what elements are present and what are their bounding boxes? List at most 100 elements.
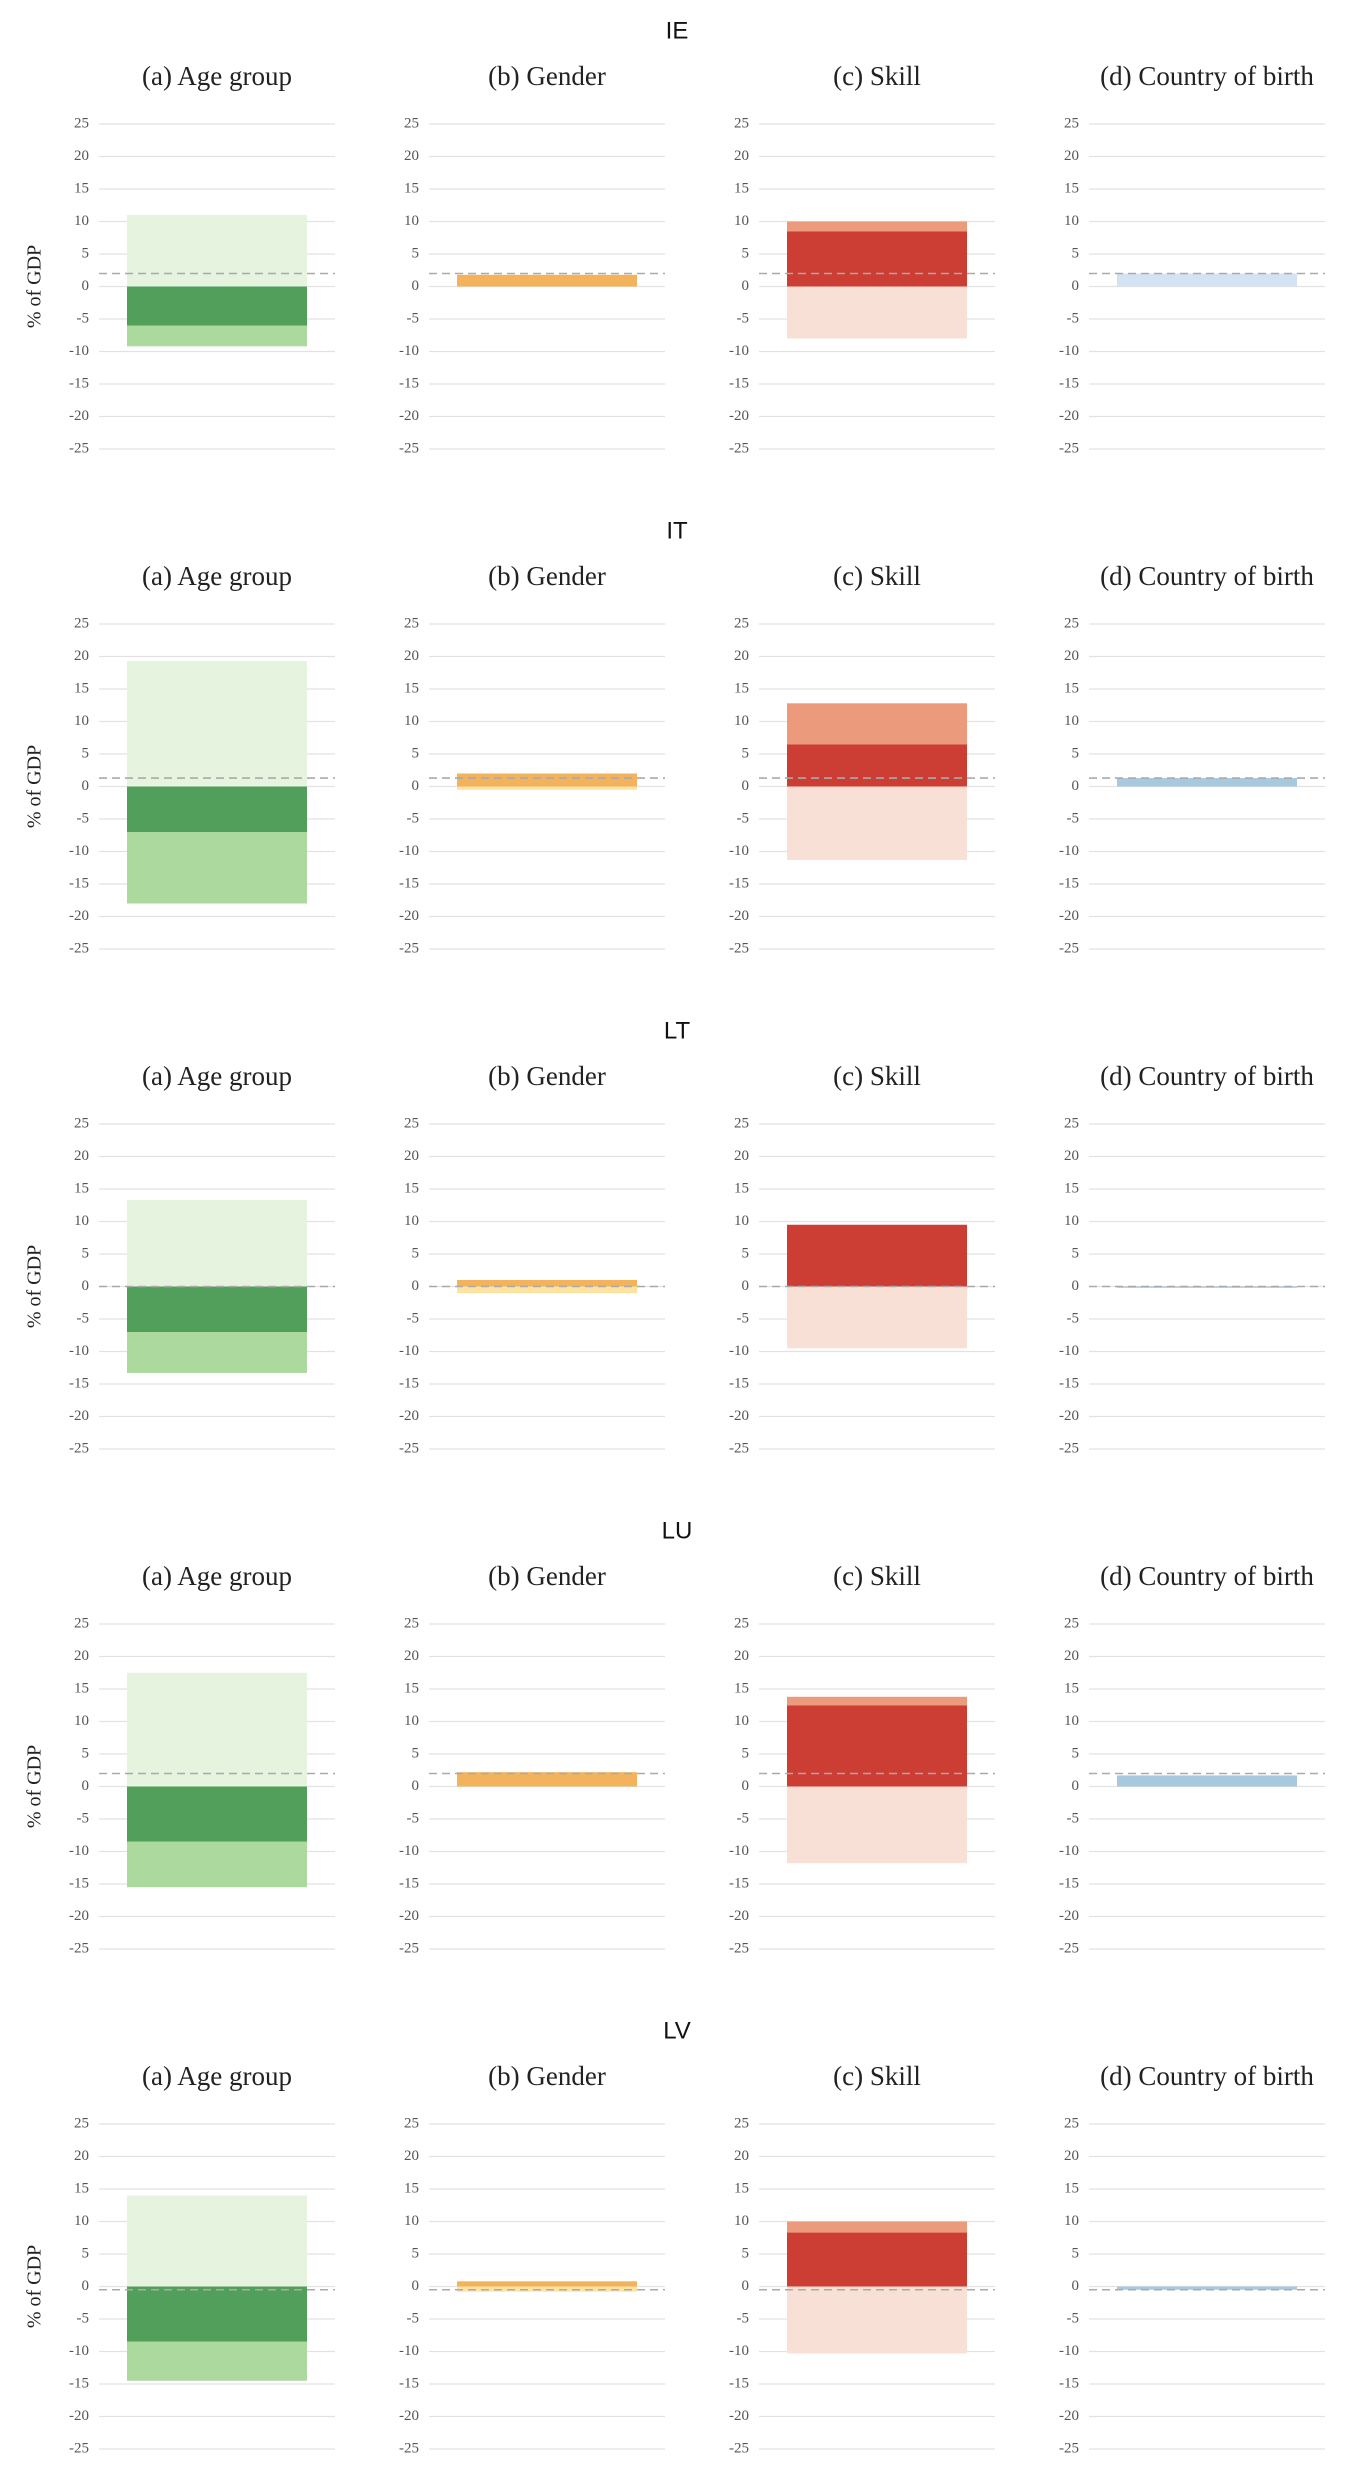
y-tick-label: 25 — [404, 115, 419, 131]
panel-title: (c) Skill — [833, 2061, 921, 2091]
row-title: IE — [666, 17, 689, 44]
bar-segment — [457, 773, 637, 787]
y-tick-label: 5 — [82, 245, 90, 261]
y-tick-label: 20 — [404, 1648, 419, 1664]
y-tick-label: -5 — [737, 1810, 750, 1826]
bar-segment — [1117, 778, 1297, 787]
y-tick-label: -20 — [69, 1408, 89, 1424]
y-tick-label: 15 — [404, 2180, 419, 2196]
y-tick-label: 10 — [734, 1713, 749, 1729]
panel-title: (b) Gender — [488, 561, 606, 591]
y-tick-label: -25 — [69, 940, 89, 956]
panel-title: (c) Skill — [833, 61, 921, 91]
y-tick-label: 15 — [1064, 180, 1079, 196]
y-tick-label: 25 — [404, 2115, 419, 2131]
y-tick-label: 5 — [742, 745, 750, 761]
y-tick-label: -5 — [1067, 310, 1080, 326]
panel-title: (a) Age group — [142, 2061, 292, 2091]
y-tick-label: -5 — [407, 1310, 420, 1326]
panel-title: (d) Country of birth — [1100, 561, 1314, 591]
y-tick-label: 25 — [404, 615, 419, 631]
y-tick-label: 5 — [742, 2245, 750, 2261]
y-tick-label: 5 — [412, 745, 420, 761]
bar-segment — [787, 2221, 967, 2233]
y-tick-label: -15 — [399, 1875, 419, 1891]
y-tick-label: -10 — [69, 843, 89, 859]
y-tick-label: -10 — [69, 343, 89, 359]
y-tick-label: -25 — [69, 2440, 89, 2456]
y-tick-label: -25 — [1059, 1940, 1079, 1956]
row-title: LV — [663, 2017, 691, 2044]
y-tick-label: -15 — [69, 875, 89, 891]
y-tick-label: 5 — [412, 245, 420, 261]
y-tick-label: 20 — [404, 2148, 419, 2164]
y-tick-label: 10 — [74, 1213, 89, 1229]
y-tick-label: 10 — [404, 1713, 419, 1729]
y-tick-label: -15 — [1059, 1375, 1079, 1391]
y-tick-label: 10 — [734, 213, 749, 229]
y-axis-label: % of GDP — [24, 1245, 46, 1328]
y-tick-label: -25 — [399, 2440, 419, 2456]
y-tick-label: 0 — [742, 278, 750, 294]
y-tick-label: -10 — [69, 1343, 89, 1359]
y-tick-label: -15 — [69, 375, 89, 391]
y-tick-label: 10 — [1064, 2213, 1079, 2229]
bar-segment — [457, 1286, 637, 1293]
y-tick-label: 15 — [74, 1680, 89, 1696]
bar-segment — [787, 231, 967, 287]
bar-segment — [787, 2232, 967, 2287]
y-tick-label: 25 — [734, 1615, 749, 1631]
y-tick-label: -5 — [407, 310, 420, 326]
row-title: IT — [666, 517, 688, 544]
y-tick-label: 5 — [82, 745, 90, 761]
row-title: LU — [662, 1517, 693, 1544]
y-tick-label: 20 — [1064, 2148, 1079, 2164]
y-tick-label: -20 — [69, 1908, 89, 1924]
panel-title: (b) Gender — [488, 1561, 606, 1591]
y-tick-label: 15 — [1064, 680, 1079, 696]
y-tick-label: -20 — [1059, 1408, 1079, 1424]
y-tick-label: -10 — [69, 2343, 89, 2359]
y-tick-label: 5 — [412, 1245, 420, 1261]
y-tick-label: -20 — [1059, 2408, 1079, 2424]
y-tick-label: 25 — [1064, 1115, 1079, 1131]
y-tick-label: 0 — [412, 778, 420, 794]
y-tick-label: -5 — [737, 1310, 750, 1326]
y-tick-label: -5 — [1067, 1310, 1080, 1326]
y-tick-label: -20 — [69, 908, 89, 924]
y-tick-label: 20 — [1064, 1648, 1079, 1664]
y-tick-label: 0 — [82, 1778, 90, 1794]
y-tick-label: -20 — [729, 1908, 749, 1924]
bar-segment — [127, 2341, 307, 2381]
bar-segment — [127, 215, 307, 287]
bar-segment — [1117, 1775, 1297, 1787]
y-tick-label: 15 — [734, 1680, 749, 1696]
y-tick-label: 5 — [1072, 1245, 1080, 1261]
panel-title: (a) Age group — [142, 1061, 292, 1091]
y-tick-label: 20 — [74, 148, 89, 164]
y-tick-label: 25 — [74, 615, 89, 631]
y-tick-label: -10 — [1059, 1343, 1079, 1359]
y-tick-label: 10 — [734, 2213, 749, 2229]
y-tick-label: -5 — [407, 810, 420, 826]
y-tick-label: 0 — [82, 1278, 90, 1294]
y-tick-label: 15 — [74, 2180, 89, 2196]
y-tick-label: 0 — [1072, 778, 1080, 794]
y-tick-label: 10 — [74, 713, 89, 729]
y-tick-label: 20 — [734, 2148, 749, 2164]
y-tick-label: 15 — [734, 680, 749, 696]
panel-title: (b) Gender — [488, 2061, 606, 2091]
y-tick-label: -5 — [1067, 2310, 1080, 2326]
y-tick-label: 20 — [74, 1648, 89, 1664]
y-tick-label: 5 — [412, 2245, 420, 2261]
y-tick-label: -25 — [1059, 440, 1079, 456]
panel-title: (b) Gender — [488, 1061, 606, 1091]
y-tick-label: -5 — [77, 810, 90, 826]
y-tick-label: -10 — [69, 1843, 89, 1859]
y-tick-label: -10 — [399, 843, 419, 859]
y-tick-label: 5 — [742, 245, 750, 261]
y-tick-label: 20 — [734, 1148, 749, 1164]
y-tick-label: 0 — [82, 2278, 90, 2294]
y-tick-label: -15 — [1059, 875, 1079, 891]
